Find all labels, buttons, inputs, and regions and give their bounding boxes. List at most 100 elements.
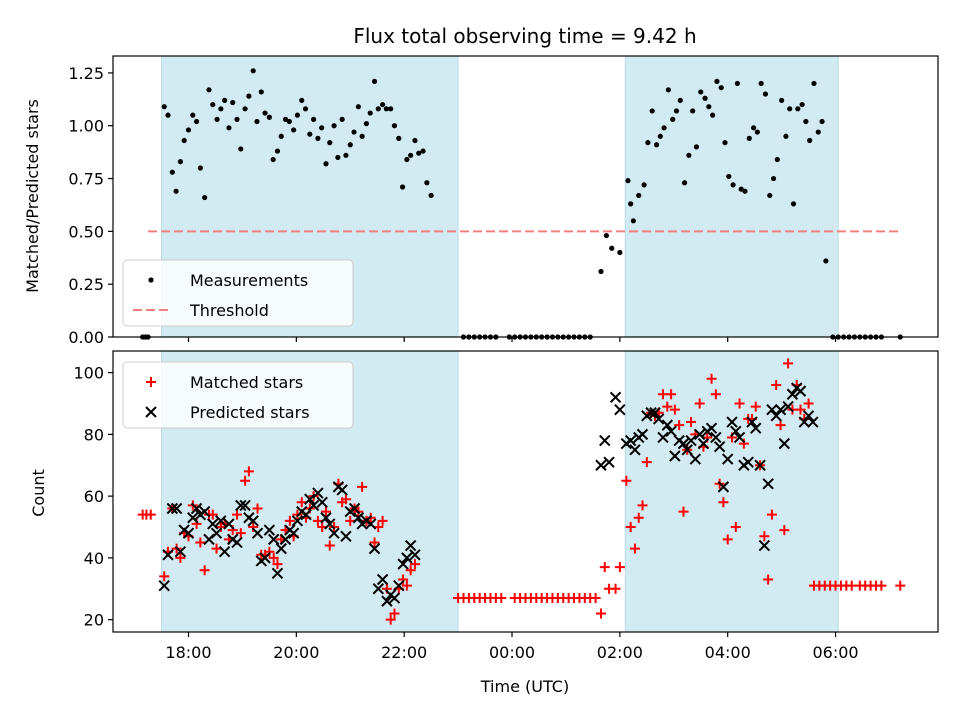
matched-stars-point	[195, 537, 206, 548]
predicted-stars-point	[324, 518, 336, 530]
matched-stars-point	[625, 522, 636, 533]
measurements-point	[661, 125, 667, 131]
predicted-stars-point	[750, 422, 762, 434]
count-panel: 20 40 60 80 100 18:00 20:00 22:00 00:00 02:00 04:0…	[73, 350, 939, 662]
matched-stars-point	[232, 509, 243, 520]
predicted-stars-point	[624, 434, 637, 447]
predicted-stars-point	[397, 558, 409, 570]
measurements-point	[371, 78, 378, 84]
matched-stars-point	[175, 552, 186, 563]
predicted-stars-point	[304, 493, 316, 505]
measurements-point	[762, 91, 769, 97]
predicted-stars-point	[174, 546, 187, 558]
predicted-stars-point	[609, 391, 622, 404]
y-tick-label: 1.00	[68, 117, 104, 136]
matched-stars-point	[369, 537, 380, 548]
matched-stars-point	[694, 398, 705, 409]
matched-stars-point	[678, 506, 689, 517]
predicted-stars-point	[782, 400, 794, 413]
measurements-point	[299, 97, 305, 103]
measurements-point	[177, 159, 184, 165]
matched-stars-point	[324, 540, 335, 551]
predicted-stars-point	[182, 527, 195, 539]
matched-stars-point	[496, 593, 507, 604]
matched-stars-point	[284, 515, 295, 526]
predicted-stars-point	[279, 533, 292, 546]
legend-dot-marker	[148, 277, 154, 283]
matched-stars-point	[718, 497, 729, 508]
measurements-point	[310, 116, 317, 122]
measurements-point	[681, 180, 688, 186]
y-tick-label: 40	[84, 549, 104, 568]
matched-stars-point	[674, 420, 685, 431]
predicted-stars-point	[614, 403, 626, 416]
predicted-stars-point	[393, 579, 405, 592]
predicted-stars-point	[340, 530, 352, 542]
measurements-point	[266, 114, 272, 120]
matched-stars-point	[766, 509, 777, 520]
measurements-point	[291, 127, 297, 133]
bottom-y-axis-label: Count	[29, 469, 48, 517]
measurements-point	[270, 156, 276, 163]
matched-stars-point	[207, 509, 218, 520]
matched-stars-point	[710, 389, 721, 400]
predicted-stars-point	[210, 527, 223, 539]
predicted-stars-point	[376, 573, 389, 586]
measurements-point	[799, 101, 805, 108]
measurements-point	[811, 80, 817, 87]
matched-stars-point	[629, 543, 640, 554]
chart-title: Flux total observing time = 9.42 h	[353, 24, 696, 48]
measurements-point	[823, 258, 829, 264]
predicted-stars-point	[404, 539, 417, 552]
predicted-stars-point	[758, 539, 771, 552]
predicted-stars-point	[162, 549, 174, 561]
measurements-point	[710, 112, 716, 118]
measurements-point	[673, 108, 680, 114]
predicted-stars-point	[275, 542, 287, 555]
predicted-stars-point	[263, 524, 276, 536]
measurements-point	[754, 129, 760, 135]
legend-plus-marker	[146, 377, 156, 387]
predicted-stars-point	[713, 441, 726, 453]
measurements-point	[722, 140, 728, 146]
matched-stars-point	[211, 543, 222, 554]
measurements-point	[202, 194, 208, 201]
measurements-point	[302, 106, 309, 112]
y-tick-label: 0.50	[68, 222, 104, 241]
predicted-stars-point	[336, 484, 348, 496]
matched-stars-point	[734, 398, 745, 409]
measurements-point	[307, 131, 313, 137]
predicted-stars-point	[807, 416, 819, 428]
measurements-point	[210, 101, 216, 108]
y-tick-label: 60	[84, 487, 104, 506]
measurements-point	[693, 144, 700, 150]
measurements-point	[706, 104, 712, 110]
y-tick-label: 1.25	[68, 64, 104, 83]
y-tick-label: 0.25	[68, 275, 104, 294]
predicted-stars-point	[733, 431, 746, 444]
predicted-stars-point	[677, 437, 690, 450]
predicted-stars-point	[786, 388, 799, 400]
measurements-point	[274, 148, 281, 154]
matched-stars-point	[763, 574, 774, 585]
matched-stars-point	[795, 404, 806, 415]
measurements-point	[795, 106, 801, 112]
predicted-stars-point	[652, 413, 665, 425]
measurements-point	[702, 95, 708, 101]
y-tick-label: 0.75	[68, 170, 104, 189]
matched-stars-point	[759, 531, 770, 542]
matched-stars-point	[669, 404, 680, 415]
measurements-point	[375, 106, 381, 112]
measurements-point	[645, 140, 651, 146]
measurements-point	[677, 97, 683, 103]
predicted-stars-point	[291, 515, 304, 527]
measurements-point	[343, 152, 349, 158]
predicted-stars-point	[198, 505, 211, 518]
predicted-stars-point	[710, 431, 722, 444]
x-tick-label: 04:00	[705, 643, 751, 662]
measurements-point	[726, 173, 732, 180]
predicted-stars-point	[742, 456, 754, 468]
predicted-stars-point	[218, 546, 231, 558]
predicted-stars-point	[312, 487, 324, 499]
measurements-point	[294, 112, 301, 118]
